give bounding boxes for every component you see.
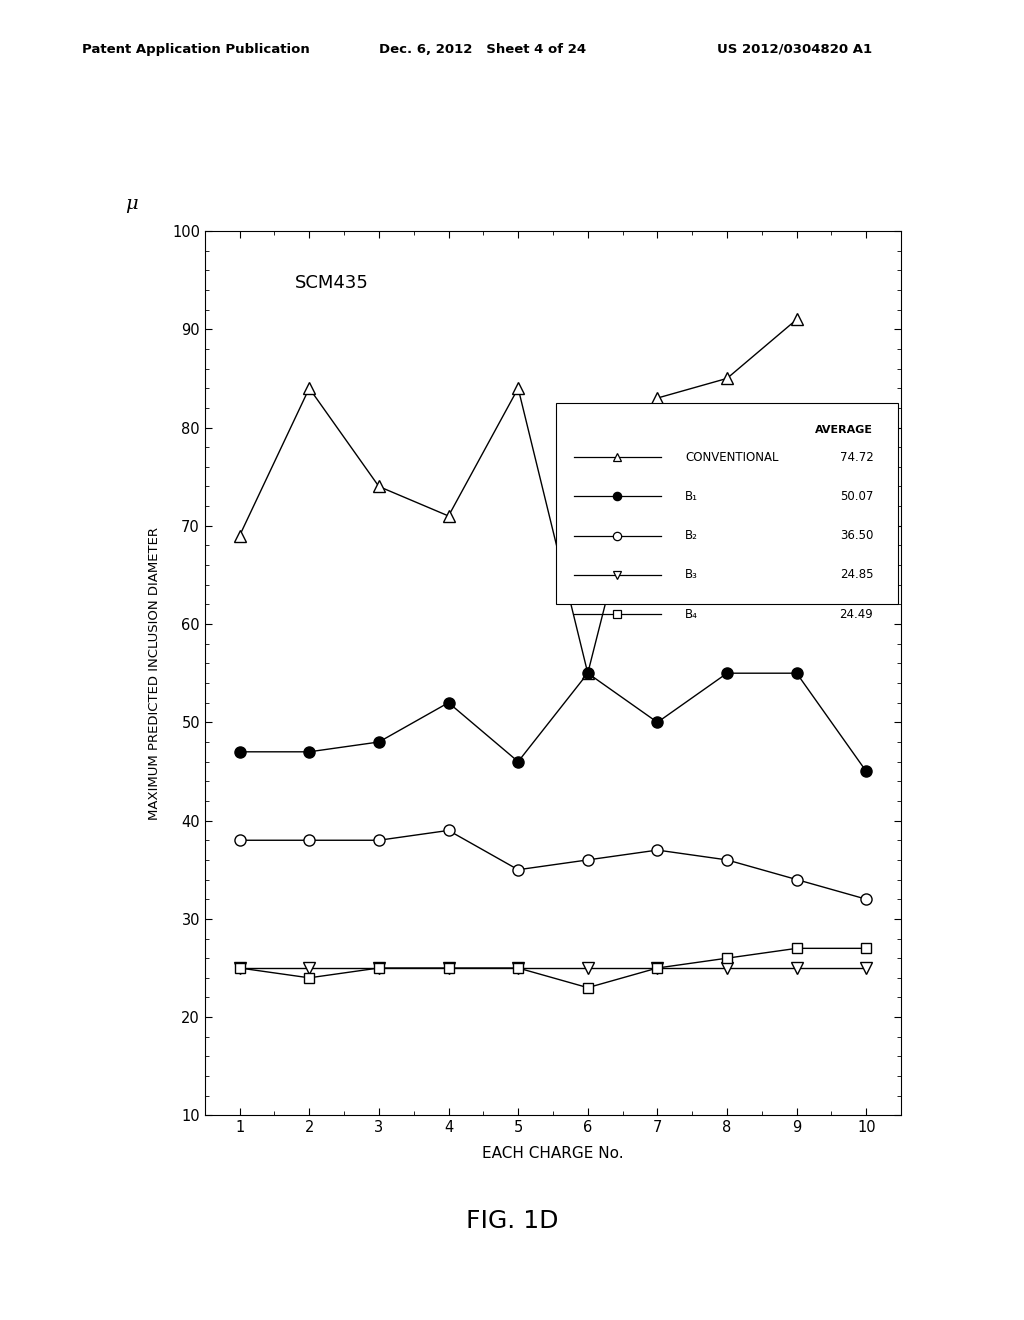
Text: μ: μ (125, 195, 137, 213)
Text: SCM435: SCM435 (295, 275, 370, 293)
Text: 74.72: 74.72 (840, 450, 873, 463)
Bar (556, 403, 898, 605)
Text: B₄: B₄ (685, 607, 698, 620)
Text: 24.85: 24.85 (840, 569, 873, 581)
Text: B₃: B₃ (685, 569, 698, 581)
X-axis label: EACH CHARGE No.: EACH CHARGE No. (482, 1146, 624, 1162)
Y-axis label: MAXIMUM PREDICTED INCLUSION DIAMETER: MAXIMUM PREDICTED INCLUSION DIAMETER (147, 527, 161, 820)
Text: B₂: B₂ (685, 529, 698, 543)
Text: CONVENTIONAL: CONVENTIONAL (685, 450, 779, 463)
Text: 36.50: 36.50 (840, 529, 873, 543)
Text: US 2012/0304820 A1: US 2012/0304820 A1 (717, 42, 871, 55)
Text: Patent Application Publication: Patent Application Publication (82, 42, 309, 55)
Text: FIG. 1D: FIG. 1D (466, 1209, 558, 1233)
Text: 24.49: 24.49 (840, 607, 873, 620)
Text: 50.07: 50.07 (840, 490, 873, 503)
Text: AVERAGE: AVERAGE (815, 425, 873, 434)
Text: B₁: B₁ (685, 490, 698, 503)
Text: Dec. 6, 2012   Sheet 4 of 24: Dec. 6, 2012 Sheet 4 of 24 (379, 42, 586, 55)
